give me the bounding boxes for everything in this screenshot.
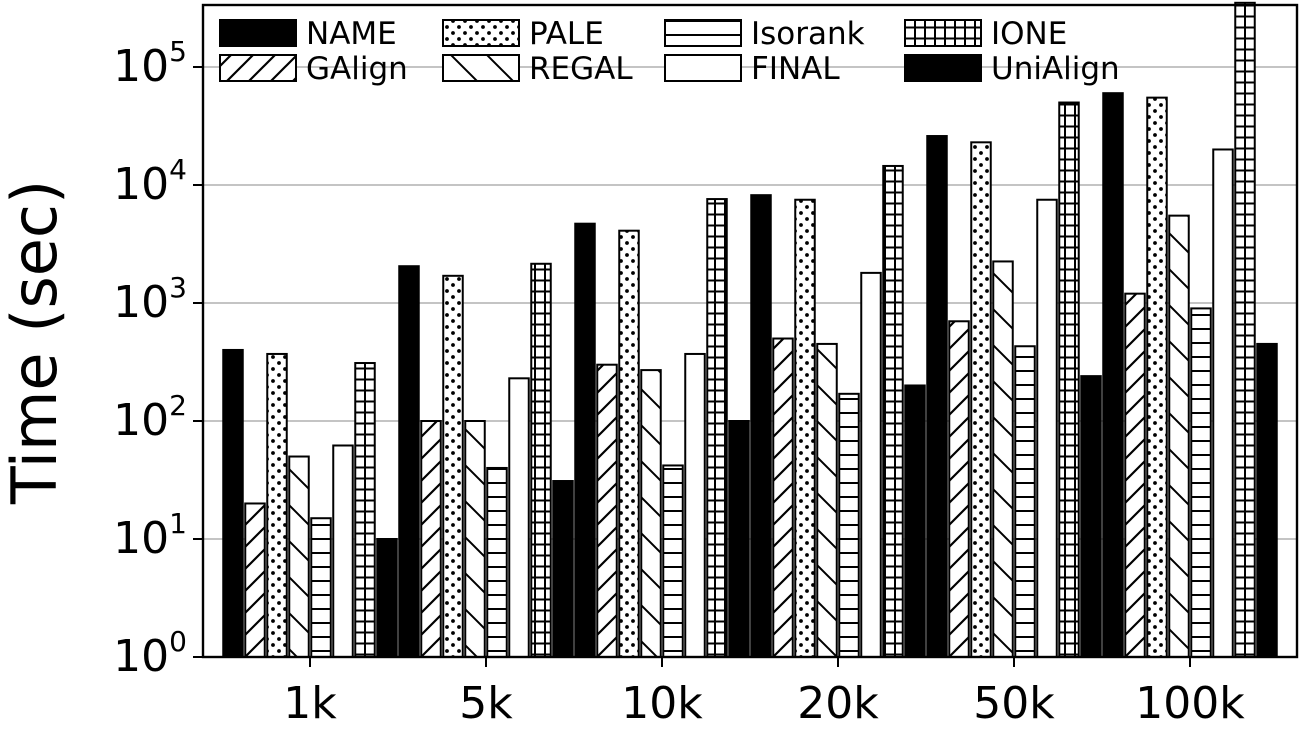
bar-galign-50k <box>948 320 970 658</box>
bar-galign-100k <box>1124 292 1146 658</box>
bar-pale-20k <box>794 198 816 658</box>
bar-regal-5k <box>464 420 486 658</box>
bar-isorank-10k <box>662 464 684 658</box>
bar-galign-5k <box>420 420 442 658</box>
bar-name-10k <box>574 222 596 659</box>
legend-swatch-unialign <box>904 54 982 82</box>
bar-regal-20k <box>816 342 838 658</box>
x-tick-label-100k: 100k <box>1135 678 1245 725</box>
legend-swatch-ione <box>904 19 982 47</box>
bar-final-20k <box>860 271 882 658</box>
bar-name-1k <box>222 348 244 658</box>
y-tick-exponent: 1 <box>169 507 187 540</box>
y-tick-label: 103 <box>113 271 187 328</box>
bar-final-10k <box>684 352 706 658</box>
bar-final-50k <box>1036 198 1058 658</box>
bar-final-5k <box>508 377 530 658</box>
bar-name-50k <box>926 135 948 658</box>
bar-ione-50k <box>1058 101 1080 658</box>
bar-ione-10k <box>706 198 728 658</box>
legend-label-isorank: Isorank <box>751 16 865 52</box>
bar-ione-5k <box>530 262 552 658</box>
bar-pale-1k <box>266 352 288 658</box>
bar-ione-1k <box>354 362 376 658</box>
legend-swatch-isorank <box>664 19 742 47</box>
bar-galign-20k <box>772 337 794 658</box>
x-tick-label-50k: 50k <box>973 678 1055 725</box>
bars <box>222 1 1278 659</box>
y-tick-label: 102 <box>113 389 187 446</box>
bar-unialign-1k <box>376 538 398 658</box>
bar-final-1k <box>332 444 354 658</box>
legend-label-ione: IONE <box>991 16 1067 52</box>
bar-unialign-100k <box>1256 342 1278 658</box>
bar-regal-1k <box>288 455 310 658</box>
legend-label-regal: REGAL <box>529 51 633 87</box>
bar-regal-10k <box>640 369 662 658</box>
legend-label-unialign: UniAlign <box>991 51 1120 87</box>
bar-galign-1k <box>244 502 266 658</box>
bar-regal-100k <box>1168 214 1190 658</box>
bar-isorank-20k <box>838 392 860 658</box>
bar-name-20k <box>750 194 772 659</box>
legend-swatch-final <box>664 54 742 82</box>
bar-unialign-20k <box>904 384 926 658</box>
bar-isorank-50k <box>1014 345 1036 658</box>
bar-pale-100k <box>1146 96 1168 658</box>
y-tick-exponent: 0 <box>169 625 187 658</box>
bar-isorank-1k <box>310 517 332 659</box>
y-tick-exponent: 4 <box>169 153 187 186</box>
y-tick-label: 100 <box>113 625 187 682</box>
x-tick-label-10k: 10k <box>621 678 703 725</box>
bar-unialign-10k <box>728 420 750 658</box>
y-tick-label: 105 <box>113 35 187 92</box>
x-tick-label-1k: 1k <box>283 678 337 725</box>
y-tick-exponent: 3 <box>169 271 187 304</box>
bar-unialign-5k <box>552 480 574 658</box>
bar-pale-5k <box>442 274 464 658</box>
y-tick-exponent: 2 <box>169 389 187 422</box>
bar-ione-100k <box>1234 1 1256 658</box>
bar-galign-10k <box>596 363 618 658</box>
legend-swatch-galign <box>219 54 297 82</box>
bar-ione-20k <box>882 164 904 658</box>
bar-regal-50k <box>992 260 1014 658</box>
bar-name-5k <box>398 265 420 658</box>
y-axis-label: Time (sec) <box>0 180 71 505</box>
bar-pale-10k <box>618 229 640 658</box>
legend-swatch-regal <box>442 54 520 82</box>
legend-label-name: NAME <box>306 16 397 52</box>
y-tick-exponent: 5 <box>169 35 187 68</box>
legend-label-final: FINAL <box>751 51 840 87</box>
y-tick-label: 101 <box>113 507 187 564</box>
legend-label-pale: PALE <box>529 16 604 52</box>
y-tick-label: 104 <box>113 153 187 210</box>
legend-swatch-pale <box>442 19 520 47</box>
bar-isorank-5k <box>486 466 508 658</box>
legend-label-galign: GAlign <box>306 51 408 87</box>
bar-unialign-50k <box>1080 375 1102 658</box>
x-tick-label-20k: 20k <box>797 678 879 725</box>
bar-isorank-100k <box>1190 307 1212 658</box>
bar-final-100k <box>1212 148 1234 658</box>
plot-frame <box>201 3 1299 659</box>
x-tick-label-5k: 5k <box>459 678 513 725</box>
legend-swatch-name <box>219 19 297 47</box>
bar-pale-50k <box>970 141 992 659</box>
bar-name-100k <box>1102 92 1124 658</box>
